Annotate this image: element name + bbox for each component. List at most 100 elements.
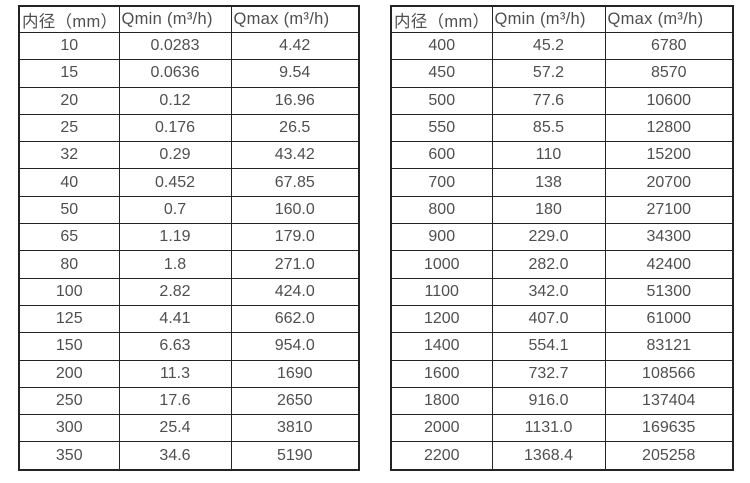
flow-table-large-diameters: 内径（mm） Qmin (m³/h) Qmax (m³/h) 400 45.2 6780 4… xyxy=(390,5,734,471)
table-row: 400 45.2 6780 xyxy=(390,31,734,61)
table-cell: 550 xyxy=(390,113,493,143)
table-cell: 137404 xyxy=(604,386,734,416)
table-row: 1100 342.0 51300 xyxy=(390,277,734,306)
table-cell: 2.82 xyxy=(118,277,232,306)
table-cell: 4.41 xyxy=(118,304,232,334)
table-cell: 65 xyxy=(18,223,120,252)
table-cell: 916.0 xyxy=(491,386,606,416)
table-cell: 1200 xyxy=(390,304,493,334)
table-cell: 15200 xyxy=(604,141,734,170)
table-cell: 954.0 xyxy=(230,332,360,361)
table-cell: 110 xyxy=(491,141,606,170)
table-cell: 57.2 xyxy=(491,59,606,88)
table-row: 80 1.8 271.0 xyxy=(18,250,360,279)
table-row: 32 0.29 43.42 xyxy=(18,141,360,170)
table-cell: 150 xyxy=(18,332,120,361)
table-cell: 108566 xyxy=(604,359,734,388)
table-cell: 9.54 xyxy=(230,59,360,88)
table-cell: 179.0 xyxy=(230,223,360,252)
table-row: 125 4.41 662.0 xyxy=(18,304,360,334)
table-row: 700 138 20700 xyxy=(390,168,734,197)
table-row: 2200 1368.4 205258 xyxy=(390,441,734,471)
table-row: 50 0.7 160.0 xyxy=(18,195,360,225)
table-row: 200 11.3 1690 xyxy=(18,359,360,388)
table-row: 2000 1131.0 169635 xyxy=(390,414,734,443)
table-cell: 1368.4 xyxy=(491,441,606,471)
table-cell: 1800 xyxy=(390,386,493,416)
table-cell: 1000 xyxy=(390,250,493,279)
table-row: 1200 407.0 61000 xyxy=(390,304,734,334)
table-cell: 1131.0 xyxy=(491,414,606,443)
table-cell: 554.1 xyxy=(491,332,606,361)
table-cell: 12800 xyxy=(604,113,734,143)
table-cell: 40 xyxy=(18,168,120,197)
table-cell: 43.42 xyxy=(230,141,360,170)
table-cell: 16.96 xyxy=(230,86,360,115)
column-header: Qmin (m³/h) xyxy=(118,5,232,33)
table-row: 1600 732.7 108566 xyxy=(390,359,734,388)
table-cell: 4.42 xyxy=(230,31,360,61)
table-cell: 2000 xyxy=(390,414,493,443)
table-cell: 0.0283 xyxy=(118,31,232,61)
table-row: 1000 282.0 42400 xyxy=(390,250,734,279)
table-cell: 500 xyxy=(390,86,493,115)
table-row: 20 0.12 16.96 xyxy=(18,86,360,115)
table-cell: 0.7 xyxy=(118,195,232,225)
table-cell: 0.29 xyxy=(118,141,232,170)
table-cell: 1100 xyxy=(390,277,493,306)
table-cell: 600 xyxy=(390,141,493,170)
column-header: 内径（mm） xyxy=(390,5,493,33)
table-cell: 27100 xyxy=(604,195,734,225)
table-cell: 800 xyxy=(390,195,493,225)
table-cell: 2650 xyxy=(230,386,360,416)
table-cell: 61000 xyxy=(604,304,734,334)
table-cell: 15 xyxy=(18,59,120,88)
table-cell: 8570 xyxy=(604,59,734,88)
column-header: 内径（mm） xyxy=(18,5,120,33)
table-cell: 125 xyxy=(18,304,120,334)
table-row: 100 2.82 424.0 xyxy=(18,277,360,306)
table-cell: 169635 xyxy=(604,414,734,443)
table-cell: 50 xyxy=(18,195,120,225)
table-cell: 100 xyxy=(18,277,120,306)
table-cell: 662.0 xyxy=(230,304,360,334)
table-cell: 0.452 xyxy=(118,168,232,197)
table-cell: 1.19 xyxy=(118,223,232,252)
table-cell: 34300 xyxy=(604,223,734,252)
table-cell: 6.63 xyxy=(118,332,232,361)
table-cell: 83121 xyxy=(604,332,734,361)
table-cell: 900 xyxy=(390,223,493,252)
table-cell: 32 xyxy=(18,141,120,170)
table-cell: 20700 xyxy=(604,168,734,197)
table-row: 300 25.4 3810 xyxy=(18,414,360,443)
table-cell: 200 xyxy=(18,359,120,388)
table-cell: 51300 xyxy=(604,277,734,306)
table-row: 65 1.19 179.0 xyxy=(18,223,360,252)
table-cell: 250 xyxy=(18,386,120,416)
table-cell: 10 xyxy=(18,31,120,61)
table-row: 150 6.63 954.0 xyxy=(18,332,360,361)
table-row: 25 0.176 26.5 xyxy=(18,113,360,143)
table-cell: 1.8 xyxy=(118,250,232,279)
table-cell: 42400 xyxy=(604,250,734,279)
table-row: 10 0.0283 4.42 xyxy=(18,31,360,61)
table-cell: 85.5 xyxy=(491,113,606,143)
table-cell: 138 xyxy=(491,168,606,197)
table-cell: 11.3 xyxy=(118,359,232,388)
table-cell: 205258 xyxy=(604,441,734,471)
table-cell: 17.6 xyxy=(118,386,232,416)
table-cell: 407.0 xyxy=(491,304,606,334)
table-cell: 80 xyxy=(18,250,120,279)
table-cell: 45.2 xyxy=(491,31,606,61)
table-cell: 6780 xyxy=(604,31,734,61)
table-row: 1800 916.0 137404 xyxy=(390,386,734,416)
table-cell: 26.5 xyxy=(230,113,360,143)
table-cell: 34.6 xyxy=(118,441,232,471)
table-row: 600 110 15200 xyxy=(390,141,734,170)
header-row: 内径（mm） Qmin (m³/h) Qmax (m³/h) xyxy=(390,5,734,33)
table-cell: 25 xyxy=(18,113,120,143)
table-cell: 77.6 xyxy=(491,86,606,115)
table-cell: 0.0636 xyxy=(118,59,232,88)
table-cell: 0.176 xyxy=(118,113,232,143)
